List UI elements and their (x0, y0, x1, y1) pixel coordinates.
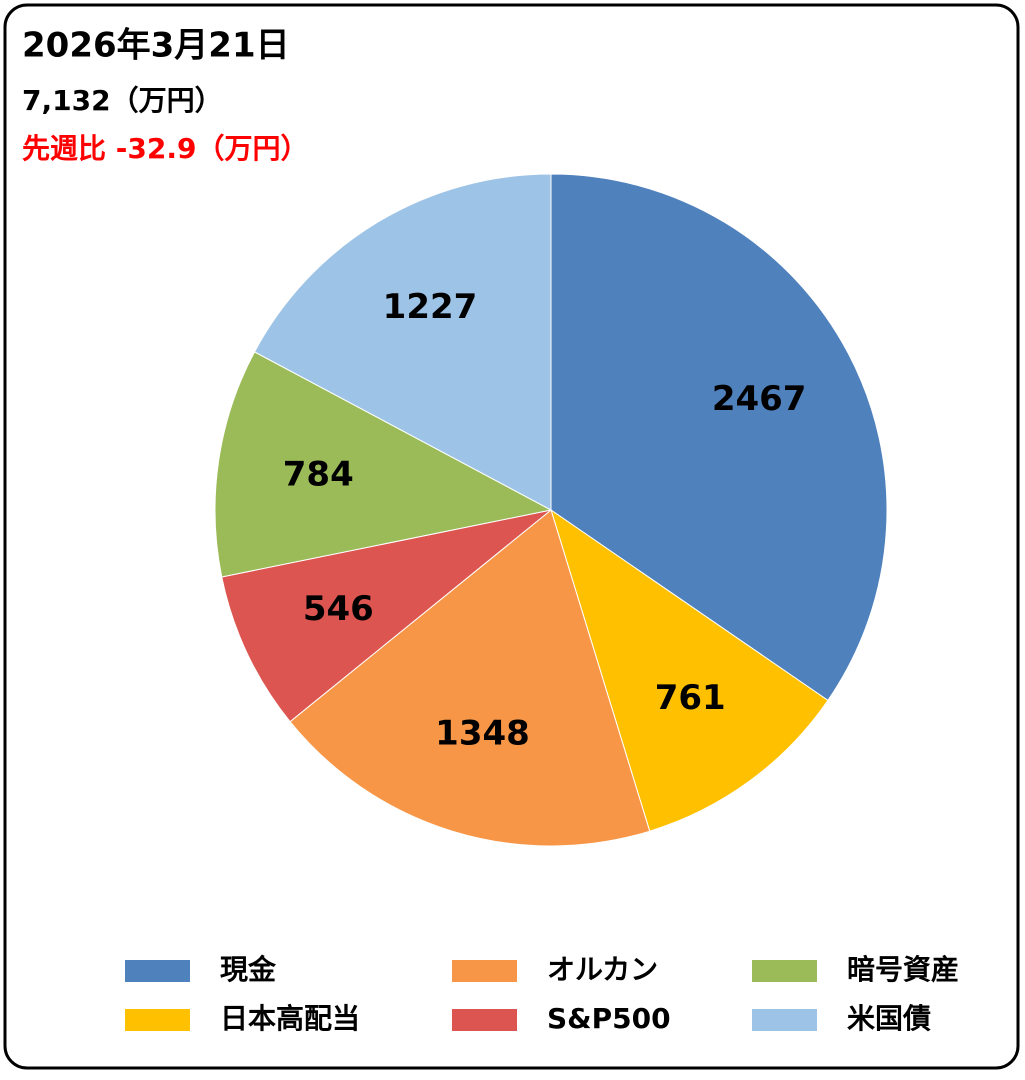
data-label: 2467 (712, 379, 807, 419)
legend-swatch (452, 960, 517, 982)
pie-slice (221, 509, 552, 723)
legend-label: 日本高配当 (220, 1002, 360, 1035)
pie-slice (289, 509, 651, 847)
pie-slice (550, 173, 888, 702)
pie-slice (253, 173, 552, 511)
chart-title: 2026年3月21日 (22, 26, 290, 66)
legend-label: 米国債 (847, 1002, 931, 1035)
data-label: 546 (303, 589, 374, 629)
legend-swatch (752, 960, 817, 982)
data-label: 784 (283, 455, 354, 495)
legend-label: オルカン (547, 953, 658, 986)
data-label: 1348 (435, 714, 530, 754)
legend-swatch (125, 960, 190, 982)
pie-slice (214, 351, 553, 578)
legend-swatch (752, 1009, 817, 1031)
data-label: 761 (655, 678, 726, 718)
legend-swatch (125, 1009, 190, 1031)
data-label: 1227 (383, 287, 478, 327)
chart-annotation: 先週比 -32.9（万円） (22, 132, 308, 165)
legend-label: 現金 (220, 953, 277, 986)
legend-swatch (452, 1009, 517, 1031)
pie-slice (550, 508, 829, 832)
legend-label: S&P500 (547, 1002, 671, 1035)
chart-subtitle: 7,132（万円） (22, 84, 223, 117)
legend-label: 暗号資産 (847, 953, 959, 986)
